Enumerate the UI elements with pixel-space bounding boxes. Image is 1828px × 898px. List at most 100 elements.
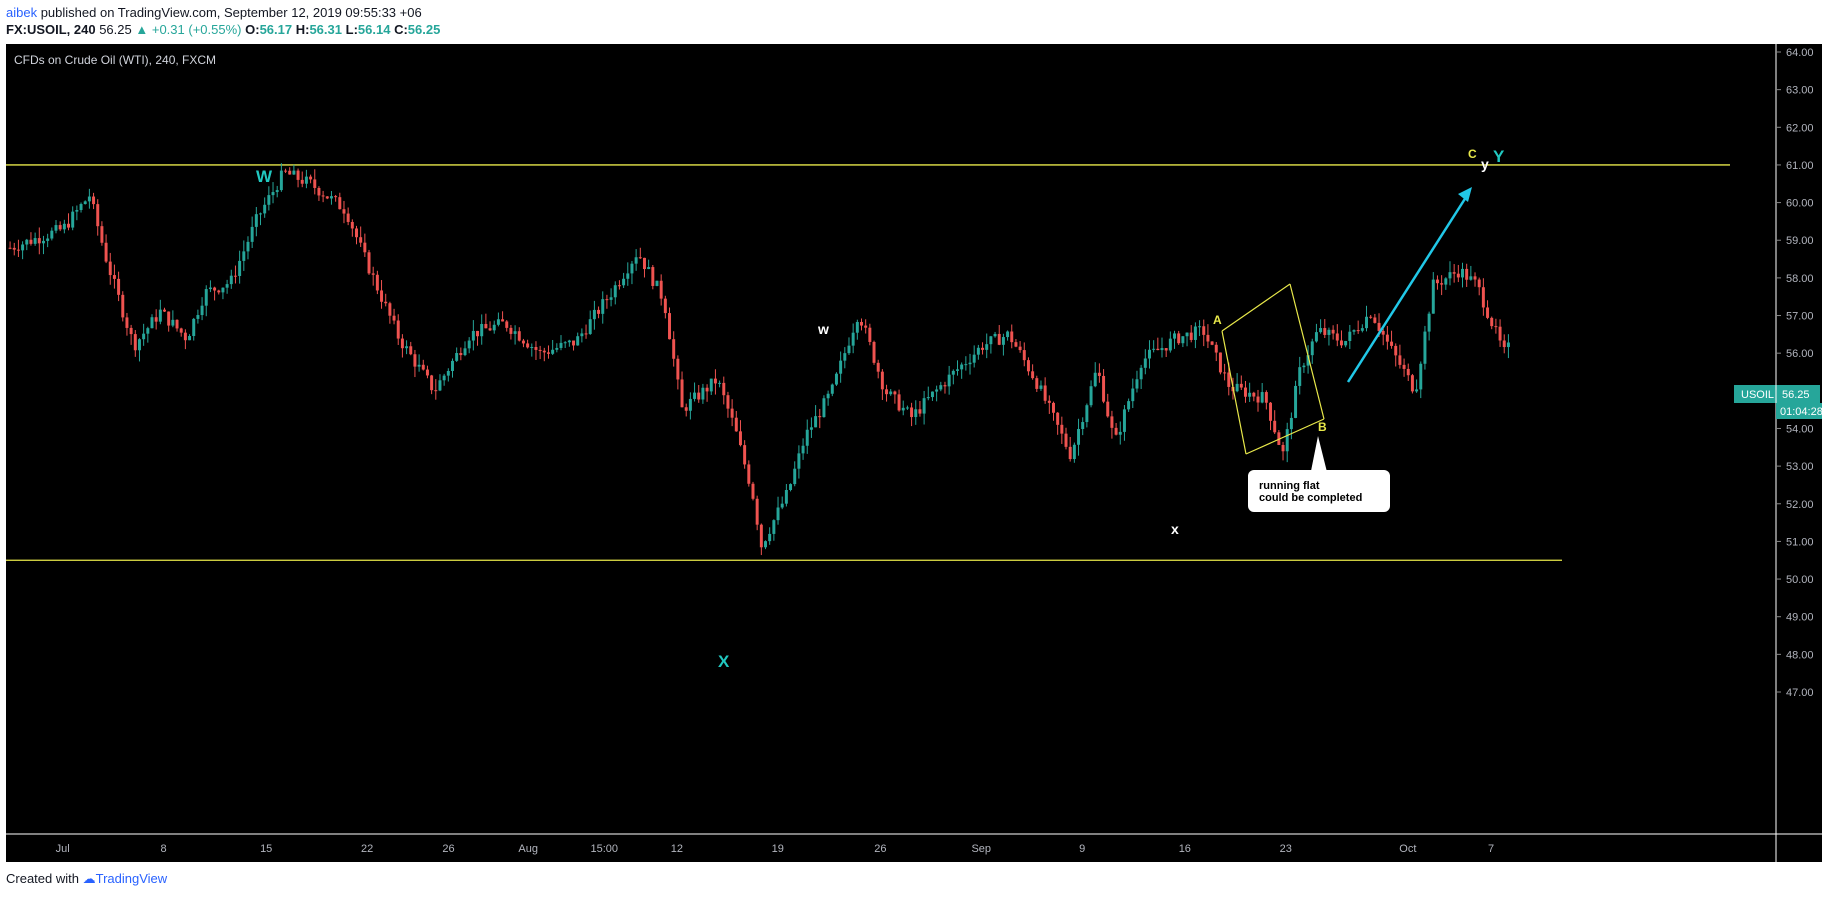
candle-body — [972, 354, 976, 363]
candle-body — [455, 353, 459, 361]
candle-body — [196, 315, 200, 319]
high-label: H: — [295, 22, 310, 37]
candle-body — [567, 340, 571, 343]
candle-body — [985, 344, 989, 350]
time-axis[interactable]: Jul 8 15 22 26 Aug 15:00 12 19 26 Sep 9 16 23 Oct 7 — [56, 843, 1494, 855]
candle-body — [1335, 333, 1339, 341]
candle-body — [1110, 416, 1114, 428]
candle-body — [108, 261, 112, 276]
callout-box — [1248, 470, 1390, 512]
candle-body — [342, 209, 346, 214]
candle-body — [805, 429, 809, 446]
candle-body — [33, 238, 37, 244]
candle-body — [1302, 365, 1306, 368]
chart-area[interactable]: CFDs on Crude Oil (WTI), 240, FXCM 64.00… — [6, 44, 1822, 862]
tradingview-logo-icon[interactable]: ☁ — [82, 871, 96, 886]
x-tick-label: Oct — [1399, 843, 1416, 855]
candle-body — [1323, 328, 1327, 335]
candle-body — [1206, 334, 1210, 342]
candle-body — [1444, 278, 1448, 285]
candle-body — [521, 340, 525, 344]
candle-body — [676, 358, 680, 380]
candle-body — [1427, 313, 1431, 332]
candle-body — [1135, 379, 1139, 389]
price-axis[interactable]: 64.00 63.00 62.00 61.00 60.00 59.00 58.00 57.00… — [1776, 47, 1814, 699]
author-link[interactable]: aibek — [6, 5, 38, 20]
candle-body — [396, 320, 400, 339]
candle-body — [87, 196, 91, 202]
wave-w: w — [817, 321, 829, 337]
candle-body — [592, 309, 596, 320]
candle-body — [1106, 401, 1110, 417]
candle-body — [889, 391, 893, 395]
candle-body — [1152, 348, 1156, 350]
candle-body — [588, 319, 592, 334]
candle-body — [1398, 355, 1402, 365]
candle-body — [638, 257, 642, 259]
tradingview-brand-link[interactable]: TradingView — [95, 871, 168, 886]
candle-body — [668, 313, 672, 340]
candle-body — [242, 251, 246, 261]
flat-channel — [1221, 283, 1325, 455]
candle-body — [688, 398, 692, 411]
candle-body — [384, 301, 388, 304]
candle-body — [137, 339, 141, 351]
candle-body — [697, 392, 701, 400]
y-tick-label: 53.00 — [1786, 461, 1814, 473]
candle-body — [897, 394, 901, 411]
candle-body — [1319, 328, 1323, 333]
candle-body — [1189, 332, 1193, 340]
candle-body — [839, 360, 843, 374]
candle-body — [146, 328, 150, 334]
candle-body — [1164, 348, 1168, 351]
candle-body — [843, 353, 847, 361]
candle-body — [229, 275, 233, 285]
candle-body — [1448, 272, 1452, 279]
candle-body — [613, 285, 617, 298]
candle-body — [876, 362, 880, 372]
candle-body — [125, 317, 129, 328]
candle-body — [1506, 342, 1510, 348]
candle-body — [605, 299, 609, 301]
candle-body — [705, 387, 709, 392]
x-tick-label: 19 — [772, 843, 784, 855]
candle-body — [968, 362, 972, 365]
candle-body — [551, 349, 555, 354]
candle-body — [1039, 385, 1043, 389]
candle-body — [1289, 417, 1293, 430]
candle-body — [1394, 345, 1398, 356]
candle-body — [1481, 287, 1485, 308]
candle-body — [1348, 331, 1352, 342]
candle-body — [1173, 333, 1177, 339]
candle-body — [380, 290, 384, 302]
candle-body — [325, 196, 329, 199]
wave-A: A — [1213, 313, 1222, 327]
candle-body — [501, 319, 505, 322]
candle-body — [1085, 405, 1089, 423]
candle-body — [1327, 329, 1331, 335]
candle-body — [730, 408, 734, 418]
candle-body — [1056, 412, 1060, 425]
candle-body — [822, 398, 826, 418]
candle-body — [355, 228, 358, 238]
candle-body — [830, 384, 834, 394]
candle-body — [1306, 355, 1310, 366]
candle-body — [1260, 392, 1264, 403]
candle-body — [910, 407, 914, 418]
candle-body — [12, 247, 16, 250]
last-price-badge-text: 56.25 — [1782, 389, 1810, 401]
candle-body — [1252, 392, 1256, 397]
open-value: 56.17 — [259, 22, 293, 37]
candle-body — [1435, 279, 1439, 284]
price-chart[interactable]: CFDs on Crude Oil (WTI), 240, FXCM 64.00… — [6, 44, 1822, 862]
candle-body — [158, 309, 162, 322]
candle-body — [1006, 331, 1010, 338]
candle-body — [79, 204, 83, 211]
candle-body — [672, 339, 676, 359]
candle-body — [446, 370, 450, 376]
low-value: 56.14 — [357, 22, 391, 37]
candle-body — [1147, 349, 1151, 359]
candle-body — [1365, 316, 1368, 329]
candle-body — [1339, 340, 1343, 346]
candle-body — [1243, 387, 1247, 397]
